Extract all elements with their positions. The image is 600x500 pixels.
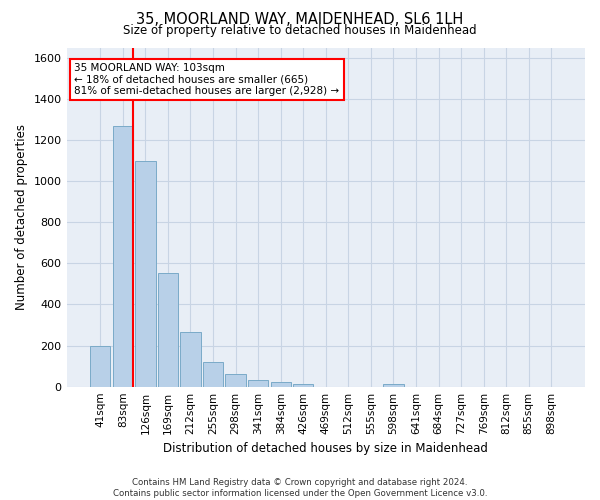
Bar: [271, 382, 291, 386]
Bar: [113, 126, 133, 386]
Text: Size of property relative to detached houses in Maidenhead: Size of property relative to detached ho…: [123, 24, 477, 37]
Bar: [293, 384, 313, 386]
Y-axis label: Number of detached properties: Number of detached properties: [15, 124, 28, 310]
Text: 35 MOORLAND WAY: 103sqm
← 18% of detached houses are smaller (665)
81% of semi-d: 35 MOORLAND WAY: 103sqm ← 18% of detache…: [74, 63, 340, 96]
Text: 35, MOORLAND WAY, MAIDENHEAD, SL6 1LH: 35, MOORLAND WAY, MAIDENHEAD, SL6 1LH: [136, 12, 464, 28]
Bar: [135, 160, 155, 386]
Bar: [90, 346, 110, 387]
Bar: [158, 272, 178, 386]
Bar: [248, 380, 268, 386]
Bar: [226, 374, 246, 386]
Bar: [181, 332, 200, 386]
X-axis label: Distribution of detached houses by size in Maidenhead: Distribution of detached houses by size …: [163, 442, 488, 455]
Text: Contains HM Land Registry data © Crown copyright and database right 2024.
Contai: Contains HM Land Registry data © Crown c…: [113, 478, 487, 498]
Bar: [203, 362, 223, 386]
Bar: [383, 384, 404, 386]
